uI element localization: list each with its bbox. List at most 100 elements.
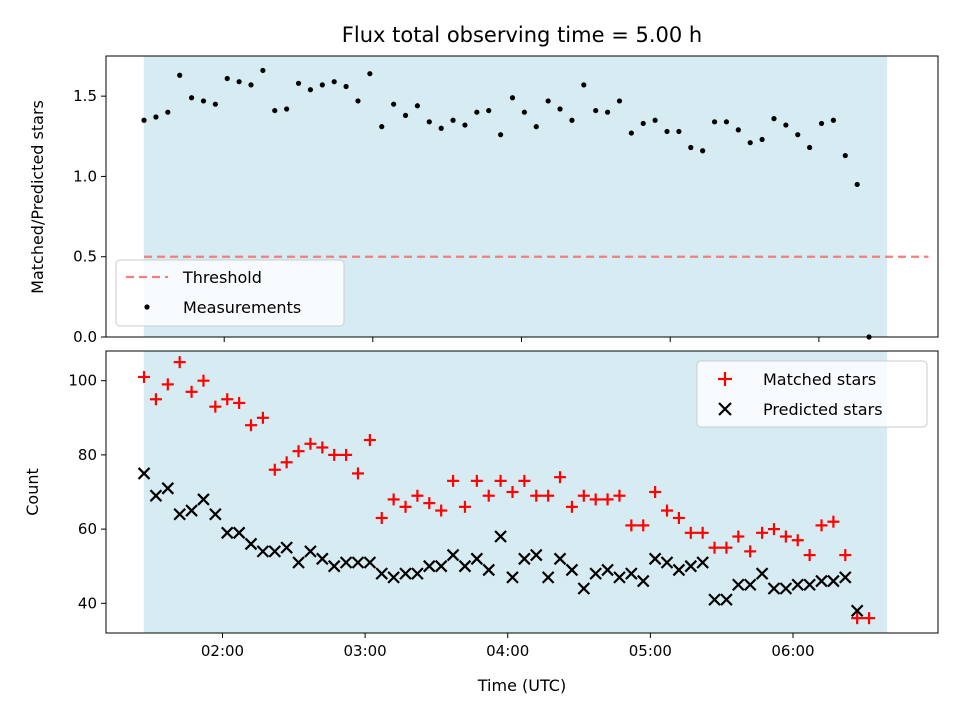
matched-star-marker <box>577 489 590 502</box>
bottom-panel: 40 60 80 100 02:00 03:00 04:00 05:00 06:00 Time… <box>23 350 939 695</box>
predicted-star-marker <box>636 574 650 588</box>
x-tick-label: 06:00 <box>771 642 814 660</box>
matched-star-marker <box>661 504 674 517</box>
measurement-point <box>402 112 409 119</box>
matched-star-marker <box>447 474 460 487</box>
measurement-point <box>652 117 658 123</box>
measurement-point <box>200 98 207 104</box>
matched-star-marker <box>839 549 852 562</box>
matched-star-marker <box>542 489 555 502</box>
matched-star-marker <box>340 448 353 461</box>
predicted-star-marker <box>173 507 186 521</box>
matched-star-marker <box>292 445 305 458</box>
measurement-point <box>498 132 504 138</box>
matched-star-marker <box>863 612 876 625</box>
measurement-point <box>450 117 456 123</box>
matched-star-marker <box>470 474 483 487</box>
measurement-point <box>581 82 587 88</box>
measurement-point <box>236 79 242 85</box>
predicted-star-marker <box>363 556 377 569</box>
predicted-star-marker <box>244 537 258 551</box>
matched-star-marker <box>161 378 174 391</box>
matched-star-marker <box>625 519 638 532</box>
predicted-star-marker <box>625 567 638 580</box>
top-y-axis-label: Matched/Predicted stars <box>28 100 47 294</box>
matched-star-marker <box>565 500 578 513</box>
matched-star-marker <box>851 612 864 625</box>
measurement-point <box>486 107 492 114</box>
legend-matched-swatch <box>718 372 732 386</box>
chart-title: Flux total observing time = 5.00 h <box>342 23 702 47</box>
predicted-star-marker <box>850 604 864 618</box>
legend-predicted-label: Predicted stars <box>763 400 883 419</box>
matched-star-marker <box>767 523 780 536</box>
y-tick-label: 60 <box>78 520 97 538</box>
matched-star-marker <box>351 467 364 480</box>
matched-star-marker <box>138 370 151 383</box>
measurement-point <box>426 119 432 125</box>
predicted-star-marker <box>137 467 151 480</box>
predicted-star-marker <box>304 545 317 558</box>
predicted-star-marker <box>648 552 662 566</box>
predicted-star-marker <box>470 552 484 566</box>
measurement-point <box>165 109 171 115</box>
measurement-point <box>676 128 682 135</box>
y-tick-label: 40 <box>78 594 97 612</box>
predicted-star-marker <box>209 507 222 521</box>
measurement-point <box>640 120 646 127</box>
predicted-star-marker <box>149 489 163 502</box>
matched-star-marker <box>423 497 436 510</box>
predicted-star-marker <box>339 556 353 569</box>
predicted-star-marker <box>292 556 305 569</box>
predicted-star-marker <box>708 593 721 606</box>
bottom-legend: Matched stars Predicted stars <box>696 360 928 428</box>
measurement-point <box>783 122 789 128</box>
predicted-star-marker <box>220 526 234 540</box>
predicted-star-marker <box>815 574 828 588</box>
measurement-point <box>842 152 848 159</box>
bottom-y-axis-label: Count <box>23 468 42 516</box>
measurement-point <box>272 107 278 114</box>
matched-star-marker <box>221 393 234 406</box>
x-tick-label: 02:00 <box>201 642 244 660</box>
matched-star-marker <box>280 456 293 469</box>
predicted-star-marker <box>529 548 543 562</box>
predicted-star-marker <box>197 493 210 506</box>
matched-star-marker <box>411 489 424 502</box>
measurement-point <box>379 124 385 130</box>
legend-threshold-label: Threshold <box>182 268 262 287</box>
measurement-point <box>343 83 349 90</box>
matched-star-marker <box>458 500 471 513</box>
predicted-star-marker <box>268 545 282 558</box>
matched-star-marker <box>316 441 329 454</box>
predicted-star-marker <box>755 567 769 580</box>
predicted-star-marker <box>423 559 436 573</box>
measurement-point <box>260 67 266 74</box>
matched-star-marker <box>649 486 662 498</box>
matched-star-marker <box>149 393 162 406</box>
predicted-star-marker <box>827 574 840 588</box>
top-x-tick-marks <box>223 337 820 342</box>
predicted-star-marker <box>434 559 448 573</box>
predicted-star-marker <box>791 578 805 592</box>
matched-star-marker <box>268 463 281 476</box>
measurement-point <box>557 106 563 112</box>
predicted-star-marker <box>494 530 507 543</box>
matched-star-marker <box>435 504 448 517</box>
predicted-star-marker <box>732 578 745 592</box>
matched-star-marker <box>554 471 567 484</box>
predicted-star-marker <box>506 571 519 584</box>
top-y-ticks: 0.0 0.5 1.0 1.5 <box>73 87 106 346</box>
measurement-point <box>509 95 516 101</box>
predicted-star-marker <box>256 545 270 558</box>
matched-star-marker <box>756 526 769 539</box>
y-tick-label: 0.0 <box>73 328 97 346</box>
measurement-point <box>307 87 314 93</box>
measurement-point <box>533 124 539 130</box>
measurement-point <box>414 103 421 109</box>
measurement-point <box>807 144 813 151</box>
predicted-star-marker <box>589 567 602 580</box>
measurement-point <box>367 71 373 77</box>
bottom-x-axis-label: Time (UTC) <box>477 676 566 695</box>
predicted-star-marker <box>351 556 365 569</box>
